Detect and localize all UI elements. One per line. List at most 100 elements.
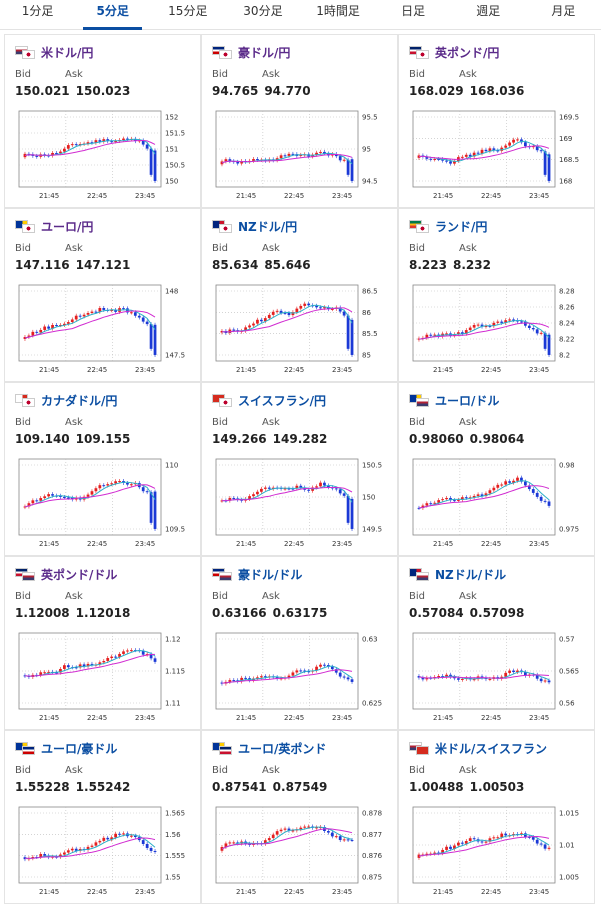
x-tick-label: 22:45 [481,888,501,896]
rate-card[interactable]: 米ドル/円 Bid Ask 150.021 150.023 152 151.5 151 150.… [4,34,201,208]
x-tick-label: 22:45 [87,192,107,200]
candle-body [539,496,543,501]
rate-card[interactable]: ユーロ/円 Bid Ask 147.116 147.121 148 147.5 21:45 22… [4,208,201,382]
price-chart[interactable]: 169.5 169 168.5 168 21:45 22:45 23:45 [407,107,587,205]
rate-card[interactable]: NZドル/ドル Bid Ask 0.57084 0.57098 0.57 0.565 0.56… [398,556,595,730]
quote-labels: Bid Ask [212,417,280,428]
y-tick-label: 1.01 [559,842,575,850]
rate-card[interactable]: 豪ドル/円 Bid Ask 94.765 94.770 95.5 95 94.5 21:45 22… [201,34,398,208]
candle-body [98,485,102,489]
pair-name-link[interactable]: ユーロ/ドル [435,393,500,408]
pair-name-link[interactable]: カナダドル/円 [41,393,118,408]
candle-body [445,674,448,677]
rate-card[interactable]: NZドル/円 Bid Ask 85.634 85.646 86.5 86 85.5 85 21:4… [201,208,398,382]
rate-card[interactable]: 豪ドル/ドル Bid Ask 0.63166 0.63175 0.63 0.625 21:45… [201,556,398,730]
candle-body [283,155,287,157]
candle-body [417,676,421,678]
candle-body [59,495,62,497]
x-tick-label: 23:45 [332,192,352,200]
price-chart[interactable]: 1.015 1.01 1.005 21:45 22:45 23:45 [407,803,587,901]
price-chart[interactable]: 95.5 95 94.5 21:45 22:45 23:45 [210,107,390,205]
candle-body [133,138,137,142]
rate-card[interactable]: 米ドル/スイスフラン Bid Ask 1.00488 1.00503 1.015 1.01 1… [398,730,595,904]
candle-body [488,678,492,680]
chart-frame [215,284,359,362]
tab-7[interactable]: 月足 [551,4,576,18]
x-tick-label: 23:45 [332,366,352,374]
candle-body [74,667,78,669]
candle-body [291,830,295,832]
price-chart[interactable]: 110 109.5 21:45 22:45 23:45 [13,455,193,553]
tab-3[interactable]: 30分足 [243,4,283,18]
pair-name-link[interactable]: ランド/円 [435,219,488,234]
tab-4[interactable]: 1時間足 [316,4,360,18]
price-chart[interactable]: 86.5 86 85.5 85 21:45 22:45 23:45 [210,281,390,379]
candle-body [66,497,70,499]
candle-body [453,160,456,164]
rate-card[interactable]: スイスフラン/円 Bid Ask 149.266 149.282 150.5 150 149.… [201,382,398,556]
pair-name-link[interactable]: 豪ドル/円 [238,45,291,60]
pair-name-link[interactable]: NZドル/円 [238,219,298,234]
pair-name-link[interactable]: ユーロ/英ポンド [238,741,327,756]
tab-1[interactable]: 5分足 [75,0,150,30]
pair-name-link[interactable]: スイスフラン/円 [238,393,327,408]
x-tick-label: 23:45 [529,888,549,896]
ch-flag-icon [416,745,429,755]
short-ma-line [221,826,353,850]
chart-frame [412,110,556,188]
candle-body [504,481,508,485]
candle-body [484,841,488,843]
candle-body [118,653,121,657]
candle-body [145,144,149,149]
price-chart[interactable]: 1.12 1.115 1.11 21:45 22:45 23:45 [13,629,193,727]
pair-name-link[interactable]: 米ドル/円 [41,45,94,60]
rate-card[interactable]: 英ポンド/円 Bid Ask 168.029 168.036 169.5 169 168.5 1… [398,34,595,208]
candle-body [94,140,98,143]
price-chart[interactable]: 0.878 0.877 0.876 0.875 21:45 22:45 23:45 [210,803,390,901]
candle-body [342,676,346,678]
price-chart[interactable]: 0.98 0.975 21:45 22:45 23:45 [407,455,587,553]
pair-name-link[interactable]: NZドル/ドル [435,567,507,582]
chart-svg: 110 109.5 21:45 22:45 23:45 [18,458,185,548]
price-chart[interactable]: 152 151.5 151 150.5 150 21:45 22:45 23:45 [13,107,193,205]
tab-6[interactable]: 週足 [476,4,501,18]
price-chart[interactable]: 0.63 0.625 21:45 22:45 23:45 [210,629,390,727]
price-chart[interactable]: 1.565 1.56 1.555 1.55 21:45 22:45 23:45 [13,803,193,901]
quote-values: 149.266 149.282 [212,432,327,446]
jp-flag-icon [219,223,232,233]
jp-flag-icon [416,223,429,233]
pair-name-link[interactable]: 米ドル/スイスフラン [435,741,548,756]
candle-body [267,487,271,489]
quote-labels: Bid Ask [15,69,83,80]
price-chart[interactable]: 0.57 0.565 0.56 21:45 22:45 23:45 [407,629,587,727]
tab-2[interactable]: 15分足 [168,4,208,18]
candle-body [425,677,429,680]
gb-flag-icon [219,745,232,755]
rate-card[interactable]: ランド/円 Bid Ask 8.223 8.232 8.28 8.26 8.24 8.22 8.2… [398,208,595,382]
rate-card[interactable]: 英ポンド/ドル Bid Ask 1.12008 1.12018 1.12 1.115 1.11… [4,556,201,730]
tab-5[interactable]: 日足 [401,4,426,18]
candle-body [319,664,322,667]
candle-body [220,682,224,684]
pair-name-link[interactable]: 豪ドル/ドル [238,567,303,582]
pair-name-link[interactable]: ユーロ/円 [41,219,94,234]
pair-name-link[interactable]: ユーロ/豪ドル [41,741,118,756]
rate-card[interactable]: ユーロ/ドル Bid Ask 0.98060 0.98064 0.98 0.975 21:45… [398,382,595,556]
candle-body [240,499,244,501]
pair-name-link[interactable]: 英ポンド/ドル [41,567,118,582]
tab-0[interactable]: 1分足 [21,4,54,18]
candle-body [303,826,307,828]
candle-body [504,833,508,836]
x-tick-label: 22:45 [284,192,304,200]
rate-card[interactable]: ユーロ/英ポンド Bid Ask 0.87541 0.87549 0.878 0.877 0.… [201,730,398,904]
price-chart[interactable]: 148 147.5 21:45 22:45 23:45 [13,281,193,379]
bid-label: Bid [212,765,228,776]
candle-body [256,319,259,324]
rate-card[interactable]: ユーロ/豪ドル Bid Ask 1.55228 1.55242 1.565 1.56 1.55… [4,730,201,904]
pair-name-link[interactable]: 英ポンド/円 [435,45,500,60]
candle-body [449,161,452,164]
rate-card[interactable]: カナダドル/円 Bid Ask 109.140 109.155 110 109.5 21:45… [4,382,201,556]
price-chart[interactable]: 150.5 150 149.5 21:45 22:45 23:45 [210,455,390,553]
candle-body [256,159,259,161]
price-chart[interactable]: 8.28 8.26 8.24 8.22 8.2 21:45 22:45 23:45 [407,281,587,379]
